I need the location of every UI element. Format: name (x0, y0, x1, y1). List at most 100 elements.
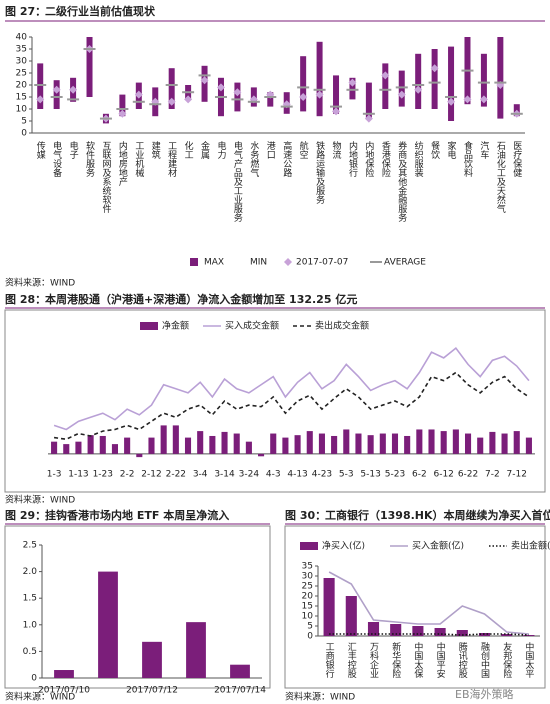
bar (306, 431, 313, 454)
legend-label: 卖出成交金额 (315, 320, 369, 332)
current-marker (332, 107, 341, 116)
chart-title: 工商银行（1398.HK）本周继续为净买入首位 (325, 508, 550, 522)
current-marker (233, 88, 242, 97)
x-tick-label: 融创中国 (479, 642, 490, 679)
y-tick-label: 30 (302, 572, 314, 582)
x-tick-label: 汽车 (478, 140, 489, 160)
x-tick-label: 铁路运输及服务 (314, 140, 325, 205)
y-tick-label: 1.5 (23, 594, 37, 604)
x-tick-label: 汇丰控股 (346, 642, 357, 679)
x-tick-label: 3-4 (193, 470, 208, 480)
current-marker (69, 85, 78, 94)
current-marker (52, 85, 61, 94)
current-marker (299, 93, 308, 101)
range-bar (37, 63, 44, 109)
range-bar (365, 82, 372, 119)
bar (379, 433, 386, 454)
bar (464, 433, 472, 454)
x-tick-label: 2017/07/10 (38, 686, 90, 696)
bar (489, 431, 496, 454)
bar (434, 628, 446, 636)
chart-title: 二级行业当前估值现状 (45, 4, 156, 18)
legend-label: 买入金额(亿) (412, 540, 464, 552)
chart-frame (4, 309, 546, 493)
x-tick-label: 7-12 (507, 470, 527, 480)
x-tick-label: 5-23 (385, 470, 405, 480)
legend-swatch (190, 258, 198, 266)
current-marker (118, 109, 127, 118)
current-marker (364, 114, 373, 123)
x-tick-label: 中国平安 (435, 641, 446, 679)
x-tick-label: 券商及其他金融服务 (396, 140, 407, 223)
x-tick-label: 5-3 (339, 470, 354, 480)
bar (197, 431, 204, 454)
x-tick-label: 内地保险 (363, 140, 374, 178)
current-marker (315, 90, 324, 99)
legend-label: MIN (250, 258, 267, 268)
x-tick-label: 6-22 (458, 470, 478, 480)
bar (282, 437, 289, 454)
x-tick-label: 软件服务 (84, 140, 95, 178)
line (53, 346, 530, 431)
range-bar (448, 46, 455, 121)
x-tick-label: 中国太平 (523, 641, 534, 679)
legend-label: 卖出金额(亿) (511, 540, 550, 552)
current-marker (479, 95, 488, 104)
x-tick-label: 餐饮 (429, 140, 440, 160)
bar (452, 429, 459, 454)
y-tick-label: 30 (16, 57, 28, 67)
y-tick-label: 15 (16, 93, 27, 103)
bar (391, 433, 399, 454)
x-tick-label: 3-24 (239, 470, 260, 480)
range-bar (333, 75, 340, 114)
x-tick-label: 医疗保健 (511, 141, 522, 178)
range-bar (267, 92, 274, 107)
range-bar (168, 68, 175, 109)
bar (245, 441, 252, 454)
x-tick-label: 6-12 (433, 470, 453, 480)
line (329, 633, 529, 636)
watermark: EB海外策略 (455, 687, 514, 701)
y-tick-label: 5 (307, 622, 313, 632)
chart-frame (4, 525, 271, 689)
x-tick-label: 传媒 (35, 140, 46, 160)
bar (233, 433, 240, 454)
bar (428, 429, 435, 454)
x-tick-label: 互联网及系统软件 (100, 141, 111, 214)
x-tick-label: 1-23 (93, 470, 113, 480)
bar (186, 622, 206, 678)
x-tick-label: 2-2 (120, 470, 135, 480)
current-marker (167, 97, 176, 106)
current-marker (36, 95, 45, 104)
y-tick-label: 2.0 (23, 567, 38, 577)
current-marker (430, 64, 439, 73)
chart-title: 挂钩香港市场内地 ETF 本周呈净流入 (45, 508, 229, 522)
chart-frame (284, 525, 546, 689)
x-tick-label: 腾讯控股 (457, 641, 468, 679)
bar (87, 435, 94, 454)
bar (136, 453, 143, 458)
current-marker (447, 97, 456, 106)
x-tick-label: 建筑 (150, 140, 161, 160)
y-tick-label: 0 (21, 129, 27, 139)
bar (63, 444, 70, 454)
source-note: 资料来源：WIND (5, 494, 75, 506)
bar (501, 433, 508, 454)
legend-swatch (236, 258, 244, 266)
range-bar (300, 56, 307, 112)
figure-label: 图 28： (5, 293, 46, 306)
y-tick-label: 40 (16, 33, 28, 43)
x-tick-label: 电气设备 (51, 140, 62, 177)
x-tick-label: 物流 (331, 140, 342, 160)
legend-swatch (284, 258, 292, 266)
current-marker (381, 71, 390, 80)
bar (331, 435, 338, 454)
y-tick-label: 25 (16, 69, 27, 79)
range-bar (431, 49, 438, 109)
range-bar (86, 37, 93, 97)
y-tick-label: 5 (21, 117, 27, 127)
y-tick-label: 25 (302, 582, 313, 592)
current-marker (134, 90, 143, 99)
bar (367, 622, 380, 636)
bar (477, 437, 484, 454)
